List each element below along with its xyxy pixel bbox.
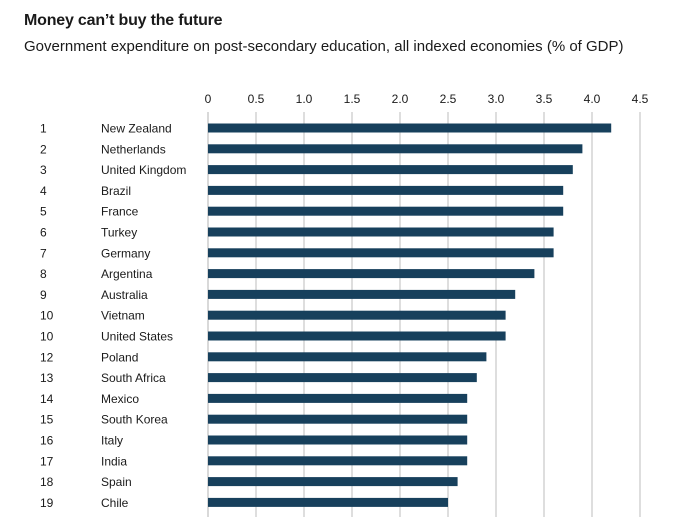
bar bbox=[208, 165, 573, 175]
rank-label: 18 bbox=[40, 475, 54, 489]
bar bbox=[208, 248, 554, 258]
bar bbox=[208, 144, 583, 154]
x-tick-label: 0 bbox=[205, 92, 212, 106]
bar bbox=[208, 435, 468, 445]
category-label: Poland bbox=[101, 350, 138, 364]
rank-label: 16 bbox=[40, 434, 54, 448]
rank-label: 4 bbox=[40, 184, 47, 198]
category-label: France bbox=[101, 205, 139, 219]
x-tick-label: 3.5 bbox=[536, 92, 553, 106]
rank-label: 2 bbox=[40, 142, 47, 156]
rank-label: 15 bbox=[40, 413, 54, 427]
rank-label: 7 bbox=[40, 246, 47, 260]
rank-label: 10 bbox=[40, 309, 54, 323]
rank-label: 13 bbox=[40, 371, 54, 385]
x-tick-label: 1.0 bbox=[296, 92, 313, 106]
bar bbox=[208, 352, 487, 362]
category-label: Chile bbox=[101, 496, 129, 510]
category-label: Mexico bbox=[101, 392, 139, 406]
bar bbox=[208, 289, 516, 299]
category-label: Vietnam bbox=[101, 309, 145, 323]
category-label: Italy bbox=[101, 434, 123, 448]
bar bbox=[208, 393, 468, 403]
rank-label: 12 bbox=[40, 350, 54, 364]
x-tick-label: 2.0 bbox=[392, 92, 409, 106]
bar bbox=[208, 497, 448, 507]
rank-label: 17 bbox=[40, 454, 54, 468]
category-label: Brazil bbox=[101, 184, 131, 198]
bar bbox=[208, 477, 458, 487]
category-label: Netherlands bbox=[101, 142, 166, 156]
category-label: United Kingdom bbox=[101, 163, 186, 177]
category-label: South Africa bbox=[101, 371, 166, 385]
bar bbox=[208, 414, 468, 424]
category-label: Argentina bbox=[101, 267, 153, 281]
rank-label: 19 bbox=[40, 496, 54, 510]
category-label: New Zealand bbox=[101, 122, 172, 136]
bar bbox=[208, 185, 564, 195]
bar bbox=[208, 310, 506, 320]
chart-title: Money can’t buy the future bbox=[24, 12, 223, 29]
category-label: South Korea bbox=[101, 413, 168, 427]
bar bbox=[208, 123, 612, 133]
rank-label: 9 bbox=[40, 288, 47, 302]
rank-label: 3 bbox=[40, 163, 47, 177]
x-tick-label: 0.5 bbox=[248, 92, 265, 106]
x-tick-label: 4.5 bbox=[632, 92, 649, 106]
bar bbox=[208, 206, 564, 216]
x-tick-label: 1.5 bbox=[344, 92, 361, 106]
rank-label: 6 bbox=[40, 226, 47, 240]
category-label: India bbox=[101, 454, 127, 468]
category-label: Germany bbox=[101, 246, 150, 260]
x-tick-label: 2.5 bbox=[440, 92, 457, 106]
chart-subtitle: Government expenditure on post-secondary… bbox=[24, 38, 624, 55]
bar bbox=[208, 227, 554, 237]
category-label: Turkey bbox=[101, 226, 137, 240]
rank-label: 1 bbox=[40, 122, 47, 136]
x-tick-label: 4.0 bbox=[584, 92, 601, 106]
bar bbox=[208, 456, 468, 466]
category-label: United States bbox=[101, 330, 173, 344]
category-label: Australia bbox=[101, 288, 148, 302]
rank-label: 10 bbox=[40, 330, 54, 344]
bar bbox=[208, 373, 477, 383]
bar bbox=[208, 269, 535, 279]
bar bbox=[208, 331, 506, 341]
rank-label: 8 bbox=[40, 267, 47, 281]
x-tick-label: 3.0 bbox=[488, 92, 505, 106]
rank-label: 14 bbox=[40, 392, 54, 406]
category-label: Spain bbox=[101, 475, 132, 489]
rank-label: 5 bbox=[40, 205, 47, 219]
